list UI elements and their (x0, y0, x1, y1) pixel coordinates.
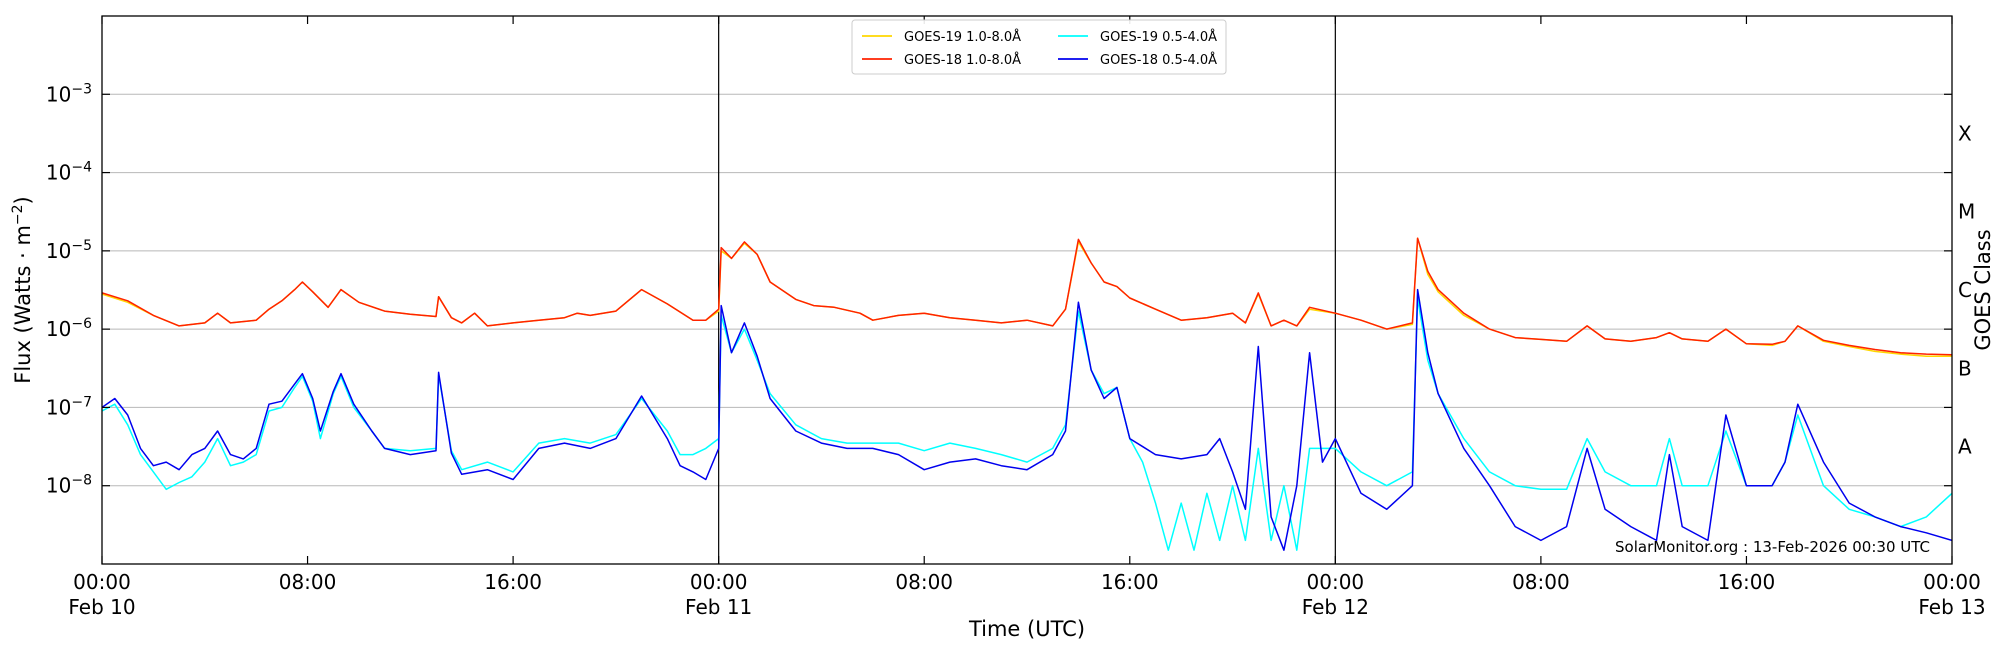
x-tick-label-date-3: Feb 11 (685, 595, 752, 619)
y-tick-label-3: 10−5 (46, 238, 92, 263)
x-tick-label-time-9: 00:00 (1923, 570, 1981, 594)
y-tick-label-1: 10−7 (46, 394, 92, 419)
plot-frame (101, 15, 1953, 565)
day-separator-lines (718, 16, 1336, 564)
legend-label-2: GOES-19 0.5-4.0Å (1100, 29, 1217, 45)
y-tick-base: 10 (46, 82, 71, 106)
y-tick-exponent: −3 (71, 81, 92, 97)
y-tick-exponent: −8 (71, 473, 92, 489)
goes-class-axis-title: GOES Class (1971, 229, 1995, 350)
y-axis-title: Flux (Watts · m−2) (10, 196, 35, 384)
x-tick-label-time-0: 00:00 (73, 570, 131, 594)
y-tick-base: 10 (46, 161, 71, 185)
legend-box (851, 19, 1227, 75)
y-axis-title-exponent: −2 (10, 204, 26, 225)
x-tick-label-date-0: Feb 10 (68, 595, 135, 619)
goes-class-label-c: C (1958, 278, 1972, 302)
watermark-credit: SolarMonitor.org : 13-Feb-2026 00:30 UTC (1615, 538, 1930, 556)
x-tick-label-time-3: 00:00 (690, 570, 748, 594)
y-tick-base: 10 (46, 474, 71, 498)
series-line-1 (102, 237, 1952, 356)
y-tick-exponent: −6 (71, 316, 92, 332)
y-tick-exponent: −5 (71, 238, 92, 254)
x-tick-label-time-8: 16:00 (1718, 570, 1776, 594)
grid-lines (102, 93, 1952, 487)
legend-label-3: GOES-18 0.5-4.0Å (1100, 52, 1217, 68)
x-tick-label-time-1: 08:00 (279, 570, 337, 594)
x-tick-label-date-9: Feb 13 (1918, 595, 1985, 619)
legend-label-0: GOES-19 1.0-8.0Å (904, 29, 1021, 45)
series-line-2 (102, 297, 1952, 551)
x-tick-label-time-7: 08:00 (1512, 570, 1570, 594)
x-tick-label-time-5: 16:00 (1101, 570, 1159, 594)
goes-class-label-m: M (1958, 200, 1975, 224)
x-tick-label-time-6: 00:00 (1307, 570, 1365, 594)
goes-class-labels: A B C M X (1958, 121, 1975, 458)
x-tick-label-time-4: 08:00 (895, 570, 953, 594)
goes-class-label-a: A (1958, 435, 1972, 459)
goes-class-label-x: X (1958, 121, 1972, 145)
y-tick-label-0: 10−8 (46, 473, 92, 498)
y-axis-title-close: ) (11, 196, 35, 204)
x-tick-label-time-2: 16:00 (484, 570, 542, 594)
y-tick-base: 10 (46, 239, 71, 263)
x-axis-title: Time (UTC) (968, 617, 1085, 641)
goes-class-label-b: B (1958, 356, 1972, 380)
legend: GOES-19 1.0-8.0Å GOES-19 0.5-4.0Å GOES-18 … (851, 19, 1227, 75)
y-tick-label-4: 10−4 (46, 160, 92, 185)
y-tick-base: 10 (46, 317, 71, 341)
x-tick-label-date-6: Feb 12 (1302, 595, 1369, 619)
y-tick-label-2: 10−6 (46, 316, 92, 341)
series-layer (102, 237, 1952, 551)
y-tick-exponent: −4 (71, 160, 92, 176)
series-line-3 (102, 288, 1952, 551)
y-tick-label-5: 10−3 (46, 81, 92, 106)
y-tick-exponent: −7 (71, 394, 92, 410)
legend-label-1: GOES-18 1.0-8.0Å (904, 52, 1021, 68)
y-tick-base: 10 (46, 395, 71, 419)
y-axis-title-base: Flux (Watts · m (11, 225, 35, 384)
y-axis-ticks: 10−810−710−610−510−410−3 (46, 81, 1952, 498)
